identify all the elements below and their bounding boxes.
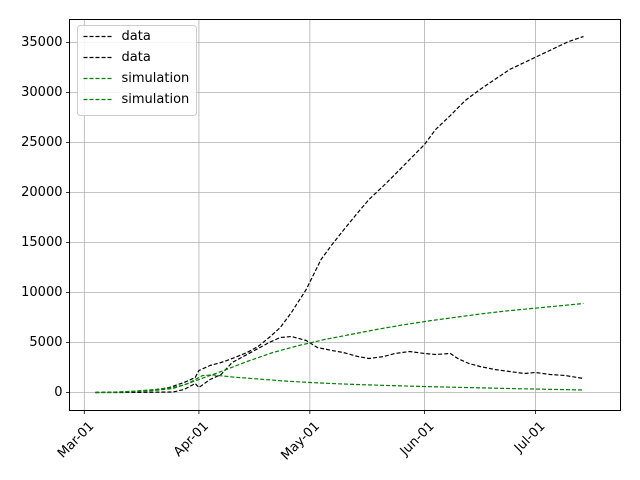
series-line-1	[95, 35, 584, 394]
series-line-3	[95, 302, 584, 394]
x-tick-label: Jul-01	[511, 419, 548, 456]
legend-label: data	[122, 29, 151, 44]
x-tick-label: Apr-01	[171, 419, 212, 460]
y-tick-label: 20000	[21, 185, 62, 200]
y-tick-label: 35000	[21, 35, 62, 50]
series-layer	[95, 35, 584, 394]
legend-box	[77, 25, 197, 116]
grid	[69, 19, 621, 411]
x-tick-label: May-01	[278, 419, 322, 463]
legend-label: simulation	[122, 71, 190, 86]
legend: data data simulation simulation	[77, 25, 197, 116]
y-tick-label: 15000	[21, 235, 62, 250]
legend-label: simulation	[122, 92, 190, 107]
x-axis: Mar-01 Apr-01 May-01 Jun-01 Jul-01	[55, 410, 548, 463]
plot-frame	[69, 19, 621, 411]
y-tick-label: 30000	[21, 85, 62, 100]
y-tick-label: 25000	[21, 135, 62, 150]
series-line-4	[95, 374, 584, 394]
legend-label: data	[122, 50, 151, 65]
series-line-2	[95, 335, 584, 394]
y-tick-label: 0	[54, 385, 62, 400]
y-axis: 0 5000 10000 15000 20000 25000 30000 35000	[21, 35, 70, 400]
x-tick-label: Mar-01	[55, 419, 97, 461]
y-tick-label: 10000	[21, 285, 62, 300]
y-tick-label: 5000	[29, 335, 62, 350]
x-tick-label: Jun-01	[397, 419, 438, 460]
